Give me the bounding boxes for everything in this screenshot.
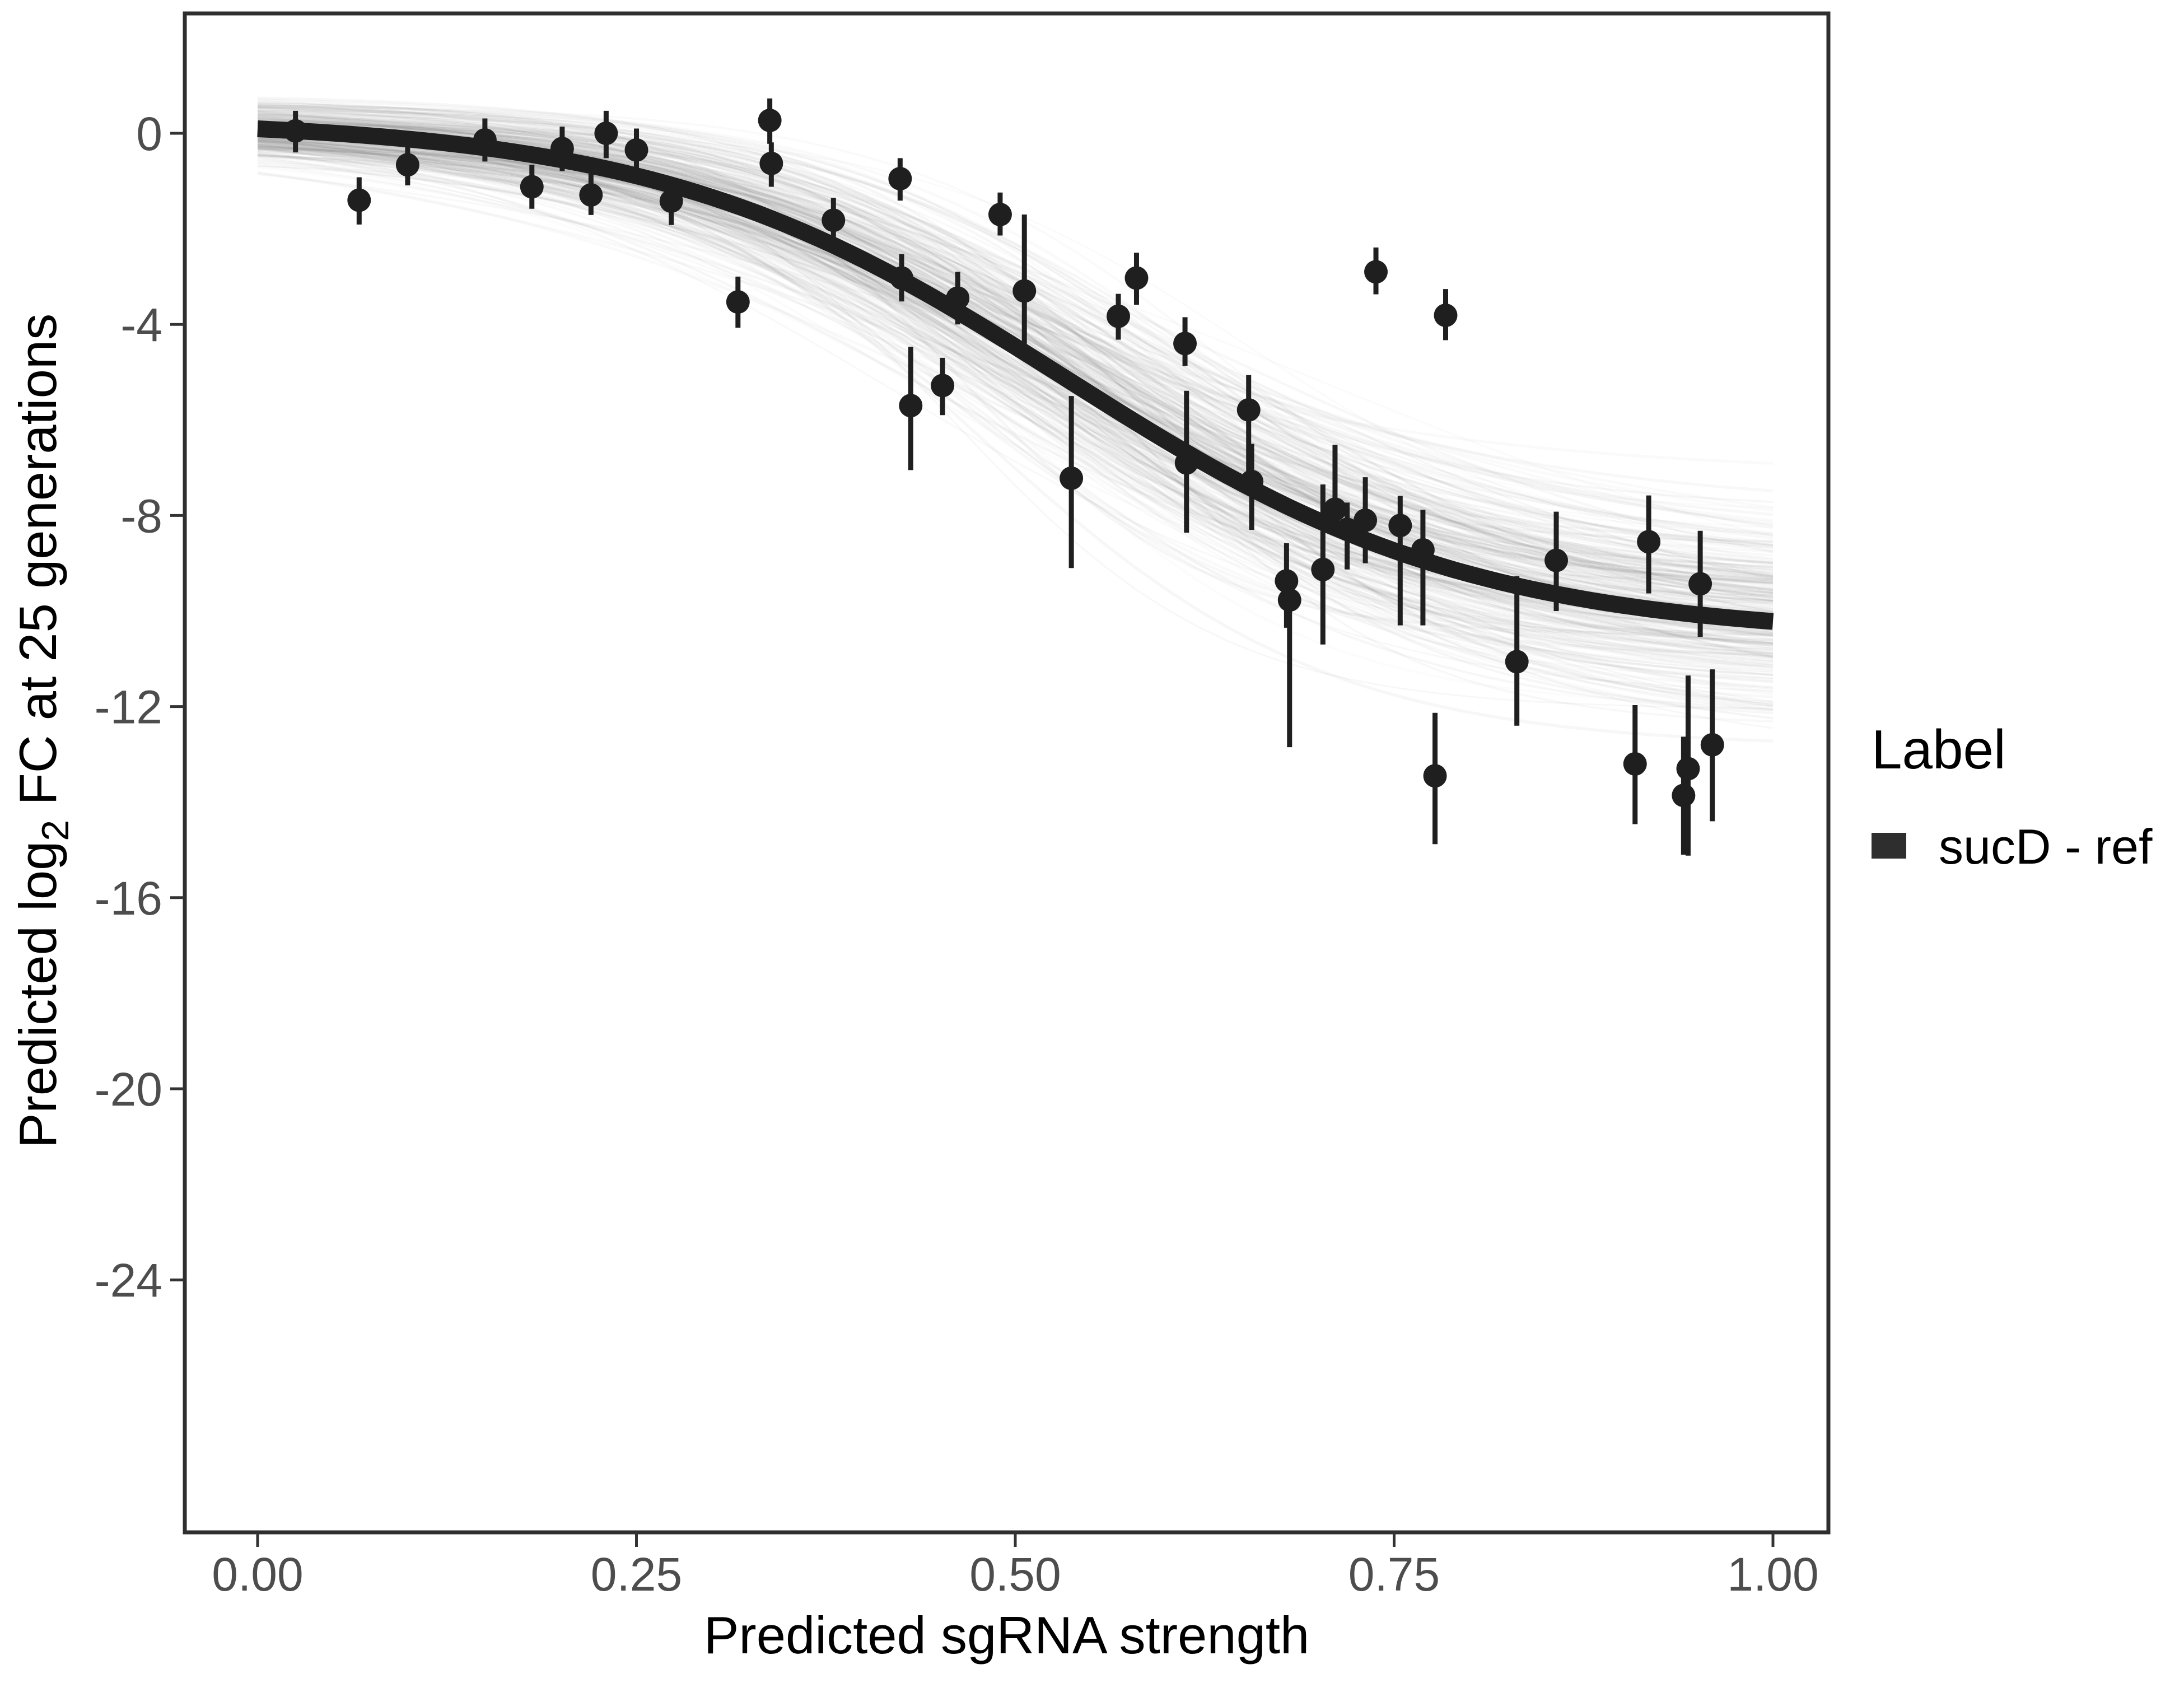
data-point [594, 110, 618, 158]
point-marker [1637, 530, 1661, 554]
legend-title: Label [1872, 719, 2006, 780]
x-tick-label: 0.00 [212, 1548, 304, 1601]
point-marker [726, 290, 750, 314]
data-point [1277, 572, 1301, 748]
data-point [1423, 712, 1447, 845]
point-marker [520, 175, 544, 199]
data-point [1060, 396, 1084, 568]
y-tick-label: -16 [95, 872, 162, 925]
y-tick-label: -4 [120, 299, 162, 351]
x-tick-label: 0.50 [969, 1548, 1061, 1601]
data-point [347, 177, 371, 225]
legend-entry-label: sucD - ref [1939, 819, 2153, 874]
data-point [1637, 495, 1661, 594]
y-axis-title-suffix: FC at 25 generations [8, 314, 67, 820]
point-marker [1423, 764, 1447, 788]
data-point [1311, 484, 1335, 645]
data-point [1364, 247, 1388, 295]
legend-key-swatch [1872, 833, 1906, 859]
y-axis-title-prefix: Predicted log [8, 841, 67, 1149]
point-marker [1672, 784, 1696, 808]
data-point [899, 347, 923, 470]
point-marker [758, 108, 782, 132]
y-axis-title: Predicted log2 FC at 25 generations [8, 314, 77, 1148]
point-marker [1277, 588, 1301, 612]
data-point [1505, 576, 1529, 726]
data-point [1012, 215, 1037, 361]
point-marker [1688, 572, 1712, 596]
data-point [1236, 375, 1261, 478]
point-marker [579, 183, 603, 207]
data-point [1173, 317, 1197, 366]
y-tick-label: -12 [95, 681, 162, 734]
point-marker [1060, 466, 1084, 490]
data-point [726, 276, 750, 328]
data-point [1434, 289, 1458, 341]
point-marker [1107, 304, 1131, 328]
data-point [520, 165, 544, 209]
point-marker [1434, 303, 1458, 327]
x-axis-title: Predicted sgRNA strength [704, 1606, 1310, 1665]
data-point [758, 98, 782, 144]
point-marker [1700, 733, 1724, 757]
x-axis: 0.00 0.25 0.50 0.75 1.00 [212, 1532, 1819, 1601]
point-marker [1364, 260, 1388, 284]
data-point [624, 128, 648, 171]
y-axis-title-subscript: 2 [34, 820, 77, 841]
point-marker [1505, 650, 1529, 674]
point-marker [1124, 266, 1149, 290]
x-tick-label: 0.75 [1348, 1548, 1440, 1601]
data-point [988, 192, 1012, 236]
point-marker [822, 208, 846, 232]
panel-border [183, 11, 1831, 1535]
point-marker [1354, 508, 1378, 532]
point-marker [931, 374, 955, 398]
data-point [1107, 293, 1131, 340]
point-marker [395, 153, 419, 177]
point-marker [988, 203, 1012, 227]
data-point [931, 357, 955, 416]
data-point [1275, 543, 1299, 628]
y-tick-label: 0 [136, 108, 162, 160]
point-marker [1388, 514, 1412, 538]
data-point [1676, 675, 1700, 856]
data-point [822, 198, 846, 243]
point-marker [1544, 548, 1569, 572]
point-marker [1236, 398, 1261, 422]
y-tick-label: -20 [95, 1063, 162, 1116]
data-point [395, 143, 419, 185]
point-marker [1275, 569, 1299, 593]
x-tick-label: 0.25 [591, 1548, 683, 1601]
point-marker [624, 138, 648, 162]
legend: Label sucD - ref [1872, 719, 2153, 874]
data-point [759, 142, 783, 187]
plot-panel [185, 13, 1828, 1532]
point-marker [1173, 332, 1197, 356]
point-marker [347, 188, 371, 212]
y-axis: 0 -4 -8 -12 -16 -20 -24 [95, 108, 185, 1307]
point-marker [1323, 497, 1347, 521]
point-marker [594, 122, 618, 145]
point-marker [1012, 279, 1037, 303]
point-marker [1311, 557, 1335, 581]
data-point [1124, 253, 1149, 305]
data-point [888, 158, 912, 201]
y-tick-label: -24 [95, 1254, 162, 1307]
data-point [579, 174, 603, 215]
fit-curve [257, 120, 1774, 630]
point-marker [759, 151, 783, 175]
point-marker [1623, 752, 1647, 776]
point-marker [888, 167, 912, 191]
point-marker [899, 394, 923, 418]
x-tick-label: 1.00 [1727, 1548, 1819, 1601]
data-point [1700, 669, 1724, 822]
point-marker [1676, 757, 1700, 781]
y-tick-label: -8 [120, 489, 162, 542]
data-point [1623, 705, 1647, 824]
